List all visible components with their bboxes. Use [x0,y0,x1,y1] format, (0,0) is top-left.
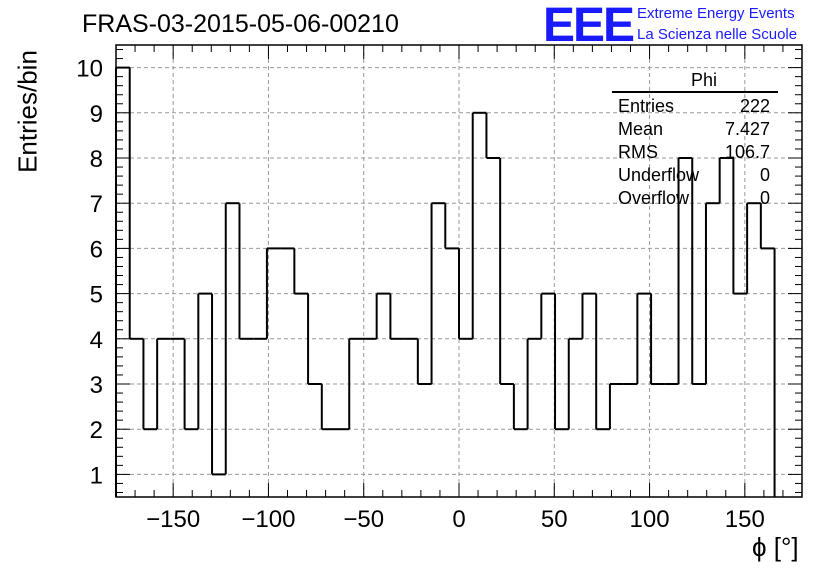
stats-row: Entries 222 [612,95,778,118]
x-tick-label: 50 [541,506,568,533]
stats-label: Mean [618,119,664,139]
y-tick-label: 1 [90,462,103,489]
y-tick-label: 5 [90,282,103,309]
stats-row: Overflow 0 [612,187,778,210]
logo-caption: Extreme Energy Events La Scienza nelle S… [637,3,797,45]
stats-value: 222 [739,96,770,116]
stats-row: Underflow 0 [612,164,778,187]
stats-label: Underflow [618,165,700,185]
y-axis-label: Entries/bin [12,50,43,173]
y-tick-label: 6 [90,236,103,263]
x-tick-label: −50 [343,506,384,533]
x-tick-label: −100 [241,506,295,533]
y-tick-label: 7 [90,191,103,218]
y-tick-label: 9 [90,101,103,128]
logo-line-1: Extreme Energy Events [637,5,795,22]
stats-value: 0 [759,188,770,208]
y-tick-label: 4 [90,327,103,354]
stats-row: RMS 106.7 [612,141,778,164]
stats-row: Mean 7.427 [612,118,778,141]
chart-title: FRAS-03-2015-05-06-00210 [82,10,399,38]
x-tick-label: −150 [146,506,200,533]
stats-value: 7.427 [724,119,770,139]
tick-labels: −150 −100 −50 0 50 100 150 1 2 3 4 5 6 7 8 9 10 [76,56,765,533]
y-tick-label: 8 [90,146,103,173]
y-tick-label: 3 [90,372,103,399]
y-tick-label: 2 [90,417,103,444]
x-tick-label: 100 [630,506,670,533]
stats-title: Phi [612,70,778,93]
stats-value: 106.7 [724,142,770,162]
y-tick-label: 10 [76,56,103,83]
stats-label: RMS [618,142,658,162]
stats-label: Entries [618,96,675,116]
eee-logo: EEE [543,0,635,52]
x-axis-label: ϕ [°] [752,532,799,562]
x-tick-label: 0 [452,506,465,533]
logo-line-2: La Scienza nelle Scuole [637,26,798,43]
stats-box: Phi Entries 222 Mean 7.427 RMS 106.7 Underf… [612,70,778,210]
stats-label: Overflow [618,188,690,208]
stats-value: 0 [759,165,770,185]
x-tick-label: 150 [725,506,765,533]
axis-ticks [115,45,803,497]
